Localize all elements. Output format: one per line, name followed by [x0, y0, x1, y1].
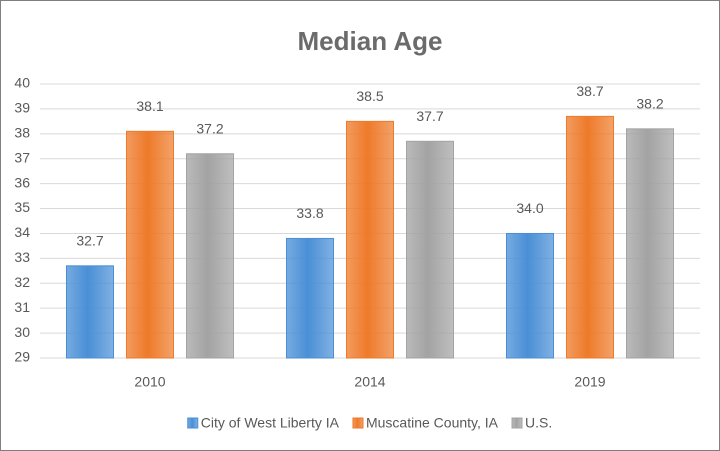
data-label: 32.7	[76, 233, 103, 249]
data-label: 37.2	[196, 120, 223, 136]
data-label: 33.8	[296, 205, 323, 221]
bar	[66, 265, 114, 359]
data-label: 38.7	[576, 83, 603, 99]
bar	[506, 232, 554, 359]
y-tick-label: 34	[14, 224, 30, 240]
bar	[286, 237, 334, 359]
y-tick-label: 29	[14, 349, 30, 365]
bar	[566, 115, 614, 359]
legend-label: City of West Liberty IA	[201, 415, 340, 431]
bar	[406, 140, 454, 359]
y-tick-label: 30	[14, 324, 30, 340]
legend-swatch	[352, 417, 364, 429]
y-tick-label: 37	[14, 149, 30, 165]
bar	[626, 128, 674, 359]
legend-label: U.S.	[525, 415, 552, 431]
y-tick-label: 40	[14, 75, 30, 91]
legend-label: Muscatine County, IA	[366, 415, 499, 431]
y-tick-label: 33	[14, 249, 30, 265]
data-label: 38.2	[636, 96, 663, 112]
y-tick-label: 39	[14, 100, 30, 116]
y-tick-label: 35	[14, 199, 30, 215]
chart-title: Median Age	[298, 26, 443, 56]
x-tick-label: 2010	[134, 374, 165, 390]
bar	[126, 130, 174, 359]
y-tick-label: 31	[14, 299, 30, 315]
bar	[186, 153, 234, 359]
legend-swatch	[511, 417, 523, 429]
data-label: 34.0	[516, 200, 543, 216]
data-label: 37.7	[416, 108, 443, 124]
x-tick-label: 2019	[574, 374, 605, 390]
data-label: 38.1	[136, 98, 163, 114]
bar	[346, 120, 394, 359]
legend: City of West Liberty IA Muscatine County,…	[187, 415, 552, 431]
legend-swatch	[187, 417, 199, 429]
y-tick-label: 38	[14, 125, 30, 141]
x-tick-label: 2014	[354, 374, 385, 390]
y-tick-label: 32	[14, 274, 30, 290]
data-label: 38.5	[356, 88, 383, 104]
y-tick-label: 36	[14, 174, 30, 190]
